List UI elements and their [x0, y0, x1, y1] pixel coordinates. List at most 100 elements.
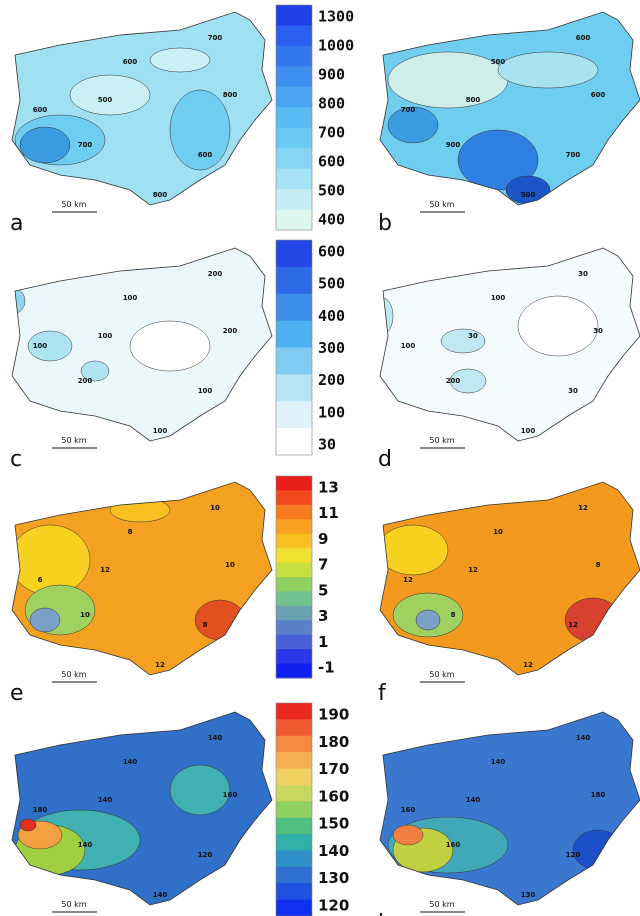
contour-label: 900	[446, 141, 461, 149]
scale-label: 50 km	[429, 900, 454, 909]
colorbar-label: 1	[318, 633, 328, 651]
shade-region	[387, 106, 439, 144]
map-area	[12, 712, 272, 905]
contour-label: 100	[123, 294, 138, 302]
colorbar-swatch	[276, 719, 312, 737]
colorbar-frame	[275, 239, 313, 456]
contour-label: 200	[446, 377, 461, 385]
shade-region	[455, 486, 481, 504]
map-shading	[14, 764, 231, 876]
contour-label: 120	[566, 851, 581, 859]
contour-label: 800	[466, 96, 481, 104]
colorbar-label: 300	[318, 339, 345, 357]
shade-region	[440, 328, 486, 354]
contour-label: 10	[225, 561, 235, 569]
colorbar-label: 30	[318, 436, 336, 454]
colorbar-swatch	[276, 476, 312, 491]
contour-label: 200	[208, 270, 223, 278]
colorbar-label: 900	[318, 66, 345, 84]
contour-label: 500	[98, 96, 113, 104]
colorbar-swatch	[276, 86, 312, 108]
colorbar-frame	[275, 4, 313, 231]
colorbar-label: 140	[318, 842, 349, 860]
colorbar-swatch	[276, 548, 312, 564]
colorbar-swatch	[276, 189, 312, 211]
contour-label: 140	[491, 758, 506, 766]
colorbar-label: 800	[318, 95, 345, 113]
contour-label: 800	[153, 191, 168, 199]
colorbar-swatch	[276, 266, 312, 295]
colorbar-label: 170	[318, 760, 349, 778]
colorbar-swatch	[276, 768, 312, 786]
contour-label: 8	[203, 621, 208, 629]
map-panel: 700 600 500 800 600 700 600 800 a 50 km	[10, 11, 273, 236]
map-panel: 140 140 140 180 160 160 120 130 h 50 km	[378, 711, 640, 916]
colorbar-swatch	[276, 634, 312, 650]
colorbar-swatch	[276, 240, 312, 268]
contour-label: 200	[78, 377, 93, 385]
contour-label: 140	[153, 891, 168, 899]
colorbar-label: 400	[318, 307, 345, 325]
colorbar-label: 9	[318, 530, 328, 548]
colorbar-label: 400	[318, 211, 345, 229]
shade-region	[380, 297, 394, 335]
colorbar-swatch	[276, 883, 312, 901]
contour-label: 30	[568, 387, 578, 395]
map-shading	[387, 713, 624, 874]
contour-label: 200	[223, 327, 238, 335]
shade-region	[380, 524, 449, 576]
contour-label: 100	[491, 294, 506, 302]
contour-label: 160	[401, 806, 416, 814]
colorbar-swatch	[276, 899, 312, 916]
contour-label: 100	[401, 342, 416, 350]
shade-region	[415, 609, 441, 631]
contour-label: 10	[210, 504, 220, 512]
colorbar-label: -1	[318, 659, 335, 677]
shade-region	[169, 764, 231, 816]
colorbar-swatch	[276, 320, 312, 348]
contour-label: 30	[578, 270, 588, 278]
colorbar-swatch	[276, 866, 312, 884]
scale-label: 50 km	[429, 436, 454, 445]
map-shading	[12, 288, 211, 382]
colorbar-label: 3	[318, 607, 328, 625]
colorbar-swatch	[276, 817, 312, 835]
contour-label: 700	[401, 106, 416, 114]
contour-label: 12	[403, 576, 413, 584]
contour-label: 120	[198, 851, 213, 859]
shade-region	[572, 829, 624, 871]
colorbar-swatch	[276, 209, 312, 231]
contour-label: 100	[33, 342, 48, 350]
contour-label: 600	[33, 106, 48, 114]
shade-region	[12, 524, 91, 596]
contour-label: 500	[491, 58, 506, 66]
panel-letter: d	[378, 447, 392, 472]
contour-label: 500	[521, 191, 536, 199]
colorbar-swatch	[276, 127, 312, 149]
colorbar-label: 7	[318, 556, 328, 574]
colorbar-frame	[275, 475, 313, 679]
colorbar-swatch	[276, 168, 312, 190]
colorbar-swatch	[276, 66, 312, 88]
shade-region	[449, 368, 487, 394]
map-area	[380, 248, 640, 441]
map-area	[12, 12, 272, 205]
contour-label: 140	[208, 734, 223, 742]
contour-label: 30	[468, 332, 478, 340]
contour-label: 8	[128, 528, 133, 536]
colorbar-label: 500	[318, 275, 345, 293]
shade-region	[29, 607, 61, 633]
contour-label: 12	[468, 566, 478, 574]
contour-label: 600	[123, 58, 138, 66]
shade-region	[392, 824, 424, 846]
contour-label: 700	[208, 34, 223, 42]
panel-letter: f	[378, 681, 387, 706]
colorbar-label: 100	[318, 403, 345, 421]
contour-label: 12	[568, 621, 578, 629]
contour-label: 12	[523, 661, 533, 669]
map-panel: 10 8 12 10 6 10 8 12 e 50 km	[10, 481, 273, 706]
map-panel: 200 100 100 200 100 200 100 100 c 50 km	[10, 247, 273, 472]
colorbar-label: 600	[318, 243, 345, 261]
contour-label: 600	[591, 91, 606, 99]
colorbar-swatch	[276, 533, 312, 549]
